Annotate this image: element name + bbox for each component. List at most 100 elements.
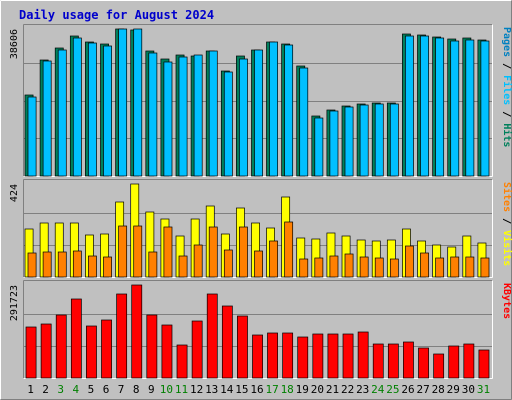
chart-title: Daily usage for August 2024 xyxy=(19,8,214,22)
day-label-29: 29 xyxy=(447,383,460,396)
bar-kbytes-day-8 xyxy=(131,284,143,379)
day-label-28: 28 xyxy=(432,383,445,396)
bar-files-day-12 xyxy=(193,54,203,177)
bar-files-day-1 xyxy=(27,96,37,177)
bar-sites-day-22 xyxy=(344,253,354,278)
bar-sites-day-12 xyxy=(193,244,203,278)
bar-sites-day-20 xyxy=(314,257,324,278)
day-label-6: 6 xyxy=(103,383,110,396)
bar-kbytes-day-13 xyxy=(206,293,218,379)
day-label-23: 23 xyxy=(356,383,369,396)
bar-files-day-15 xyxy=(239,58,248,177)
day-label-27: 27 xyxy=(416,383,429,396)
bar-kbytes-day-17 xyxy=(267,332,278,379)
bar-sites-day-23 xyxy=(359,256,369,278)
day-label-4: 4 xyxy=(72,383,79,396)
bar-kbytes-day-19 xyxy=(297,336,309,379)
bar-sites-day-26 xyxy=(405,245,414,278)
legend-separator: / xyxy=(501,212,512,230)
bar-sites-day-1 xyxy=(27,252,37,278)
day-label-31: 31 xyxy=(477,383,490,396)
bar-files-day-11 xyxy=(178,56,188,177)
bar-files-day-18 xyxy=(284,44,294,177)
bar-kbytes-day-2 xyxy=(40,323,52,379)
day-label-11: 11 xyxy=(175,383,188,396)
bar-kbytes-day-30 xyxy=(463,343,475,379)
bar-kbytes-day-21 xyxy=(327,333,339,379)
day-label-26: 26 xyxy=(401,383,414,396)
bar-files-day-27 xyxy=(420,35,429,177)
series-sites xyxy=(27,221,490,278)
bar-sites-day-11 xyxy=(178,255,188,278)
panel-visitors: 424 Sites / Visits xyxy=(9,179,512,278)
bar-kbytes-day-31 xyxy=(478,349,490,379)
bar-files-day-30 xyxy=(465,39,475,177)
series-files xyxy=(27,28,490,177)
bar-files-day-4 xyxy=(72,37,82,177)
day-label-1: 1 xyxy=(27,383,34,396)
bar-kbytes-day-27 xyxy=(418,347,429,379)
bar-sites-day-16 xyxy=(254,250,263,278)
day-label-9: 9 xyxy=(148,383,155,396)
series-kbytes xyxy=(25,284,490,379)
day-label-24: 24 xyxy=(371,383,385,396)
day-label-14: 14 xyxy=(220,383,234,396)
bar-sites-day-13 xyxy=(208,226,218,278)
day-label-5: 5 xyxy=(88,383,95,396)
bar-files-day-6 xyxy=(103,45,112,177)
day-label-2: 2 xyxy=(42,383,49,396)
panel-kbytes: 291723 KBytes xyxy=(9,280,512,379)
legend-visits: Visits xyxy=(501,230,512,266)
bar-kbytes-day-28 xyxy=(433,353,445,379)
chart-panels: 38606 Pages / Files / Hits 424 Sites / Visi… xyxy=(9,24,512,379)
bar-sites-day-28 xyxy=(435,257,445,278)
bar-kbytes-day-25 xyxy=(387,343,399,379)
bar-kbytes-day-1 xyxy=(25,326,37,379)
bar-kbytes-day-12 xyxy=(191,320,203,379)
bar-kbytes-day-4 xyxy=(70,298,82,379)
day-label-22: 22 xyxy=(341,383,354,396)
bar-kbytes-day-20 xyxy=(312,333,324,379)
bar-sites-day-9 xyxy=(148,251,158,278)
bar-sites-day-24 xyxy=(374,257,384,278)
bar-files-day-23 xyxy=(359,104,369,177)
bar-files-day-3 xyxy=(57,49,67,177)
bar-files-day-20 xyxy=(314,117,324,177)
bar-kbytes-day-15 xyxy=(237,315,248,379)
bar-sites-day-31 xyxy=(480,257,490,278)
bar-kbytes-day-3 xyxy=(55,314,67,379)
bar-sites-day-8 xyxy=(133,225,143,278)
day-label-18: 18 xyxy=(281,383,294,396)
panel-visitors-legend: Sites / Visits xyxy=(501,182,512,266)
day-label-7: 7 xyxy=(118,383,125,396)
bar-kbytes-day-11 xyxy=(176,344,188,379)
bar-files-day-2 xyxy=(42,60,52,177)
day-label-16: 16 xyxy=(250,383,263,396)
bar-sites-day-10 xyxy=(163,226,173,278)
bar-kbytes-day-9 xyxy=(146,314,158,379)
bar-kbytes-day-10 xyxy=(161,324,173,379)
day-label-30: 30 xyxy=(462,383,475,396)
legend-separator: / xyxy=(501,105,512,123)
bar-kbytes-day-14 xyxy=(221,305,233,379)
day-label-8: 8 xyxy=(133,383,140,396)
day-label-15: 15 xyxy=(235,383,248,396)
panel-traffic: 38606 Pages / Files / Hits xyxy=(9,24,512,177)
bar-files-day-7 xyxy=(118,28,128,177)
bar-sites-day-7 xyxy=(118,225,128,278)
day-label-13: 13 xyxy=(205,383,218,396)
bar-files-day-31 xyxy=(480,40,490,177)
day-label-10: 10 xyxy=(160,383,173,396)
bar-kbytes-day-18 xyxy=(282,332,294,379)
day-label-17: 17 xyxy=(265,383,278,396)
bar-kbytes-day-22 xyxy=(342,333,354,379)
bar-files-day-25 xyxy=(389,103,399,177)
bar-files-day-17 xyxy=(269,41,278,177)
bar-files-day-28 xyxy=(435,37,445,177)
bar-sites-day-5 xyxy=(88,255,97,278)
bar-files-day-19 xyxy=(299,67,309,177)
day-label-25: 25 xyxy=(386,383,399,396)
day-label-3: 3 xyxy=(57,383,64,396)
bar-kbytes-day-16 xyxy=(252,334,263,379)
